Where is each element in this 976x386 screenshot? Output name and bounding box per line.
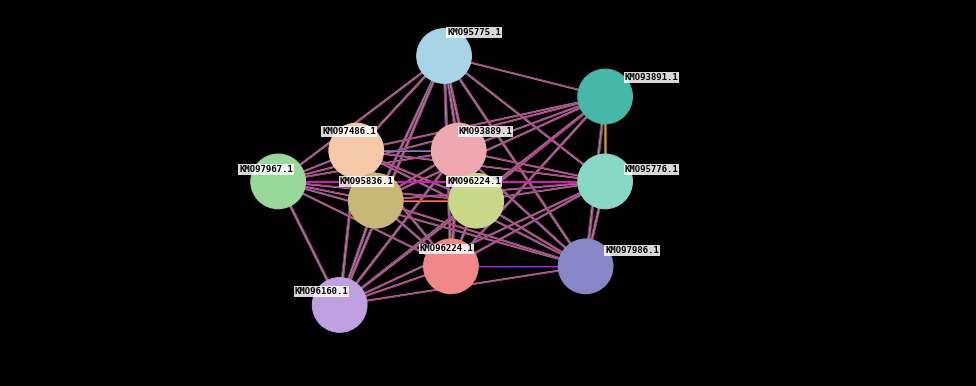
Text: KMO96224.1: KMO96224.1 xyxy=(447,177,501,186)
Ellipse shape xyxy=(424,239,478,294)
Text: KMO97486.1: KMO97486.1 xyxy=(322,127,376,136)
Ellipse shape xyxy=(578,154,632,209)
Ellipse shape xyxy=(312,278,367,332)
Text: KMO93891.1: KMO93891.1 xyxy=(625,73,678,82)
Text: KMO97986.1: KMO97986.1 xyxy=(605,246,659,256)
Text: KMO95836.1: KMO95836.1 xyxy=(340,177,393,186)
Ellipse shape xyxy=(329,123,384,178)
Ellipse shape xyxy=(431,123,486,178)
Text: KMO95775.1: KMO95775.1 xyxy=(447,28,501,37)
Ellipse shape xyxy=(449,173,504,228)
Ellipse shape xyxy=(251,154,305,209)
Ellipse shape xyxy=(558,239,613,294)
Ellipse shape xyxy=(348,173,403,228)
Text: KMO96224.1: KMO96224.1 xyxy=(420,244,473,254)
Text: KMO95776.1: KMO95776.1 xyxy=(625,165,678,174)
Ellipse shape xyxy=(578,69,632,124)
Ellipse shape xyxy=(417,29,471,83)
Text: KMO97967.1: KMO97967.1 xyxy=(239,165,293,174)
Text: KMO96160.1: KMO96160.1 xyxy=(295,287,348,296)
Text: KMO93889.1: KMO93889.1 xyxy=(459,127,512,136)
